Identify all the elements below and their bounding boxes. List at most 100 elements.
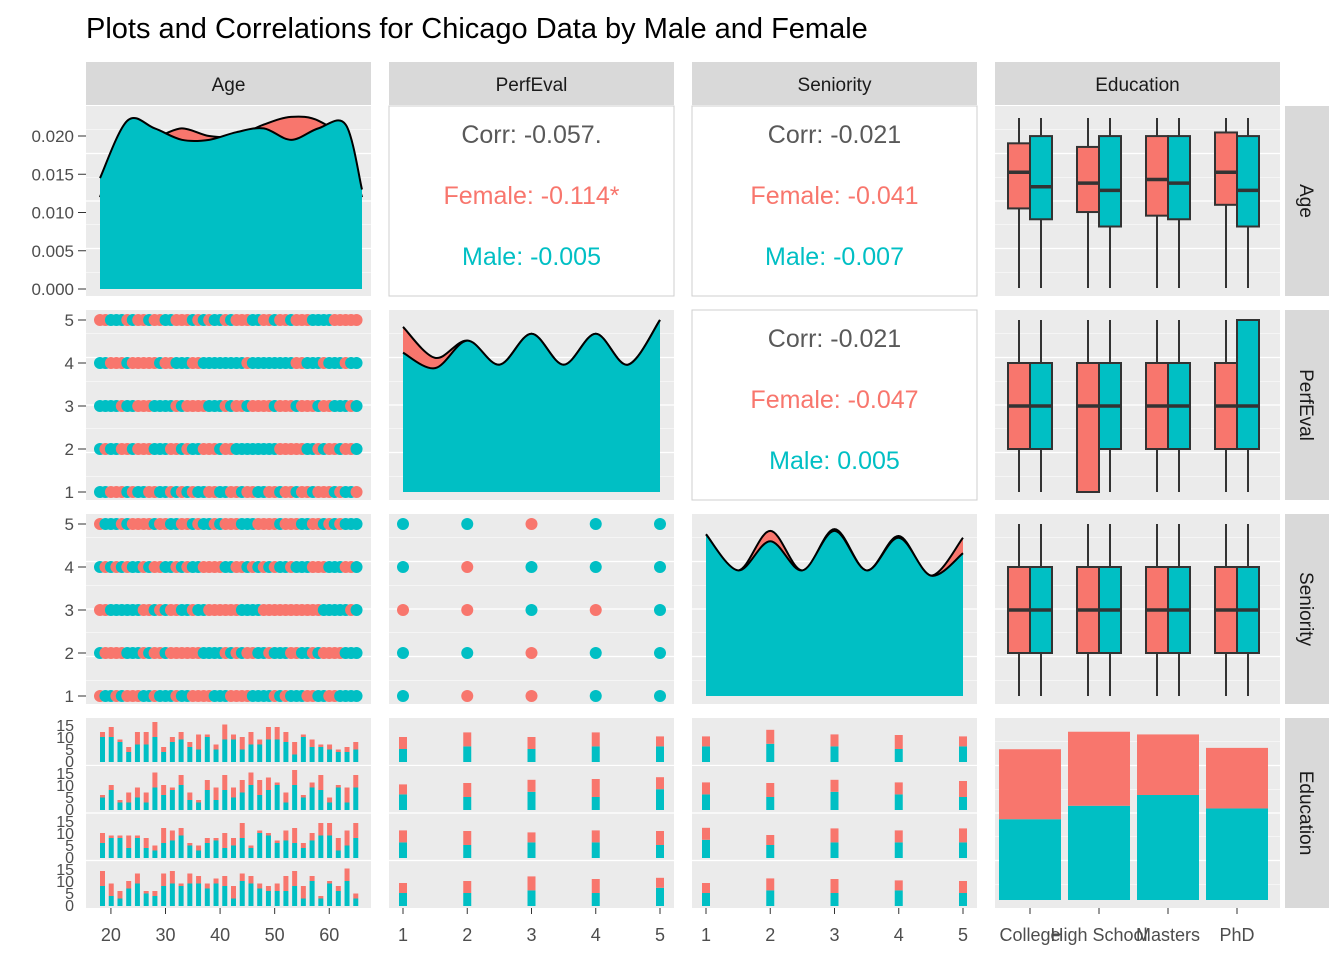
hist-bar-male: [239, 838, 245, 858]
hist-bar-female: [134, 732, 140, 745]
edu-bar-male: [527, 890, 536, 906]
hist-bar-male: [222, 739, 228, 762]
hist-bar-male: [283, 742, 289, 762]
panel-1-2: [389, 514, 674, 704]
hist-bar-male: [292, 886, 298, 906]
edu-bar-female: [830, 879, 839, 893]
scatter-point: [350, 486, 363, 498]
edu-bar-female: [959, 881, 967, 893]
hist-bar-female: [117, 800, 123, 803]
hist-bar-female: [231, 886, 236, 899]
hist-bar-female: [335, 749, 341, 752]
hist-y-label: 10: [56, 778, 74, 795]
facet-bg: [86, 862, 371, 906]
panel-background: [388, 105, 675, 297]
age-density-male-line: [99, 116, 363, 190]
edu-bar-female: [702, 736, 710, 747]
hist-bar-female: [169, 830, 175, 841]
hist-bar-female: [335, 838, 341, 851]
hist-bar-male: [143, 802, 149, 810]
panel-background: [691, 105, 978, 297]
hist-bar-female: [117, 739, 123, 742]
panel-2-1: Corr: -0.021 Female: -0.047 Male: 0.005: [691, 309, 978, 501]
y-tick-label: 1: [65, 483, 74, 502]
hist-bar-female: [327, 881, 333, 884]
scatter-point: [397, 604, 409, 616]
x-tick-label: 4: [591, 925, 601, 945]
hist-bar-male: [309, 881, 315, 906]
facet-bg: [86, 814, 371, 858]
hist-bar-female: [265, 833, 271, 836]
hist-bar-female: [292, 871, 298, 886]
hist-bar-male: [117, 898, 123, 906]
hist-bar-female: [161, 747, 167, 752]
x-tick-label: 3: [829, 925, 839, 945]
edu-bar-male: [656, 845, 664, 858]
hist-bar-male: [187, 800, 193, 810]
scatter-point: [397, 518, 409, 530]
hist-bar-female: [239, 823, 245, 838]
hist-bar-male: [187, 845, 193, 858]
hist-bar-male: [117, 742, 123, 762]
hist-bar-male: [335, 752, 341, 762]
scatter-point: [461, 690, 474, 702]
hist-bar-male: [196, 850, 202, 858]
corr-female: Female: -0.047: [750, 386, 918, 414]
hist-bar-female: [274, 883, 280, 891]
box-female: [1145, 135, 1169, 217]
hist-bar-male: [152, 896, 158, 906]
panel-3-1: [995, 310, 1280, 500]
scatter-point: [525, 690, 538, 702]
scatter-point: [350, 400, 363, 412]
hist-bar-female: [239, 873, 245, 881]
hist-bar-female: [222, 724, 228, 740]
hist-bar-female: [335, 886, 341, 891]
hist-bar-male: [257, 744, 263, 762]
edu-bar-male: [702, 893, 710, 906]
strip-top-bg: [995, 62, 1280, 105]
hist-bar-male: [169, 840, 175, 858]
scatter-point: [525, 647, 538, 659]
hist-bar-female: [300, 886, 306, 899]
hist-bar-male: [335, 891, 341, 906]
edu-bar-male: [894, 842, 903, 858]
edu-count-male: [1206, 808, 1268, 900]
hist-bar-female: [169, 871, 175, 884]
edu-bar-female: [959, 781, 967, 797]
edu-bar-male: [766, 890, 775, 906]
x-tick-label: 1: [701, 925, 711, 945]
x-tick-label: 3: [526, 925, 536, 945]
y-tick-label: 5: [65, 515, 74, 534]
edu-bar-male: [463, 893, 472, 906]
hist-y-label: 0: [65, 898, 74, 915]
strip-top-seniority: Seniority: [798, 75, 872, 96]
hist-bar-male: [161, 752, 167, 762]
edu-bar-female: [894, 830, 903, 843]
hist-bar-female: [231, 838, 236, 846]
hist-bar-female: [248, 845, 254, 848]
hist-y-label: 10: [56, 874, 74, 891]
hist-bar-male: [248, 848, 254, 858]
hist-bar-female: [274, 727, 280, 740]
hist-bar-male: [292, 843, 298, 858]
hist-y-label: 10: [56, 730, 74, 747]
x-tick-label: PhD: [1219, 925, 1254, 945]
scatter-point: [350, 647, 363, 659]
y-tick-label: 4: [65, 354, 74, 373]
box-female: [1076, 362, 1100, 493]
edu-bar-male: [894, 794, 903, 810]
hist-bar-male: [265, 790, 271, 810]
edu-bar-male: [527, 749, 536, 762]
edu-bar-male: [399, 842, 407, 858]
edu-bar-female: [527, 876, 536, 891]
hist-bar-male: [187, 883, 193, 906]
hist-bar-female: [108, 727, 114, 737]
edu-bar-female: [766, 878, 775, 891]
hist-bar-male: [283, 891, 289, 906]
y-tick-label: 0.010: [31, 204, 74, 223]
hist-bar-male: [265, 739, 271, 762]
hist-bar-male: [265, 835, 271, 858]
scatter-point: [589, 690, 602, 702]
hist-bar-male: [213, 840, 219, 858]
perfeval-density-male-line: [402, 319, 661, 370]
